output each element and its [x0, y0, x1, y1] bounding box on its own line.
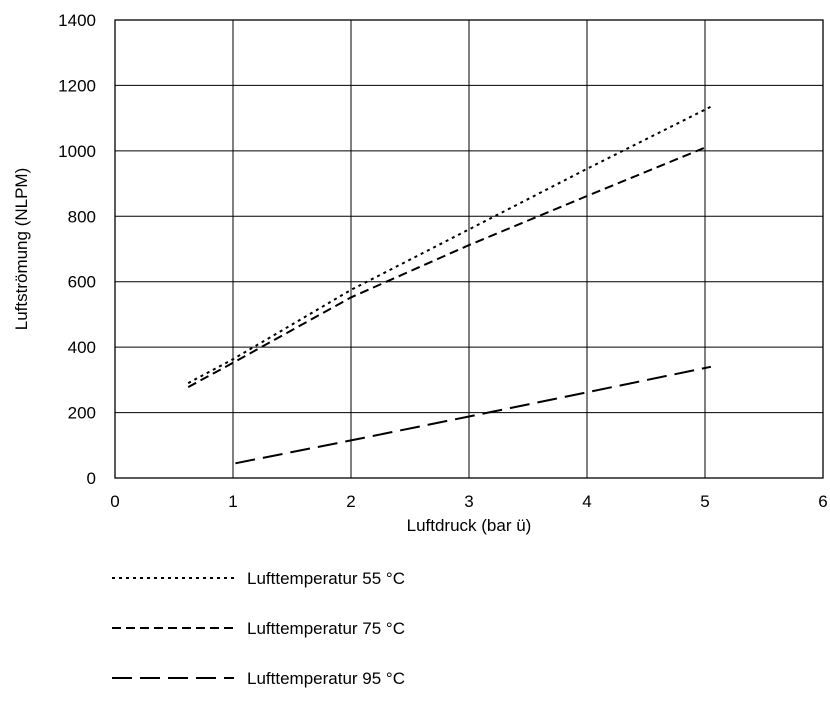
x-tick-label: 2	[346, 492, 355, 511]
x-tick-label: 4	[582, 492, 591, 511]
plot-frame	[114, 19, 824, 479]
y-tick-label: 200	[68, 404, 96, 423]
grid	[114, 19, 824, 479]
legend-label-1: Lufttemperatur 55 °C	[247, 569, 405, 588]
x-tick-label: 5	[700, 492, 709, 511]
x-axis-label: Luftdruck (bar ü)	[407, 516, 532, 535]
series-layer	[187, 105, 712, 465]
y-tick-label: 1000	[58, 142, 96, 161]
legend: Lufttemperatur 55 °C Lufttemperatur 75 °C…	[112, 569, 405, 688]
series-line-2	[187, 146, 706, 388]
y-tick-label: 400	[68, 338, 96, 357]
y-axis-label: Luftströmung (NLPM)	[12, 168, 31, 331]
x-tick-labels: 0 1 2 3 4 5 6	[110, 492, 827, 511]
series-line-1	[187, 105, 712, 384]
y-tick-labels: 0 200 400 600 800 1000 1200 1400	[58, 11, 96, 488]
series-line-3	[235, 365, 712, 465]
y-tick-label: 800	[68, 207, 96, 226]
x-tick-label: 3	[464, 492, 473, 511]
legend-label-2: Lufttemperatur 75 °C	[247, 619, 405, 638]
y-tick-label: 0	[87, 469, 96, 488]
y-tick-label: 1200	[58, 76, 96, 95]
y-tick-label: 600	[68, 273, 96, 292]
x-tick-label: 1	[228, 492, 237, 511]
legend-label-3: Lufttemperatur 95 °C	[247, 669, 405, 688]
y-tick-label: 1400	[58, 11, 96, 30]
x-tick-label: 6	[818, 492, 827, 511]
x-tick-label: 0	[110, 492, 119, 511]
